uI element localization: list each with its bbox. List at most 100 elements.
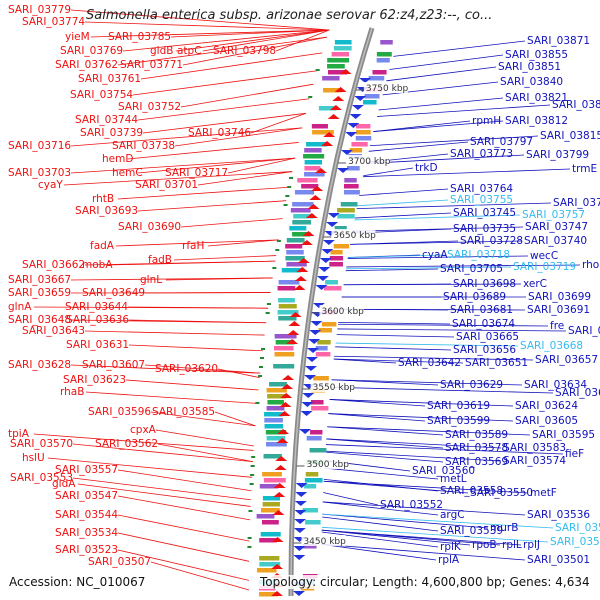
gene-label-left[interactable]: SARI_03754	[70, 89, 133, 101]
gene-label-right[interactable]: trmE	[572, 163, 597, 175]
gene-label-left[interactable]: SARI_03557	[55, 464, 118, 476]
gene-label-right[interactable]: SARI_03539	[440, 525, 503, 537]
gene-label-right[interactable]: SARI_03764	[450, 183, 513, 195]
gene-label-right[interactable]: SARI_03691	[527, 304, 590, 316]
gene-label-left[interactable]: glnL	[140, 274, 162, 286]
gene-label-left[interactable]: hemD	[102, 153, 133, 165]
gene-label-right[interactable]: SARI_03619	[427, 400, 490, 412]
gene-label-right[interactable]: xerC	[523, 278, 547, 290]
gene-label-left[interactable]: SARI_03607	[82, 359, 145, 371]
gene-label-left[interactable]: SARI_03631	[66, 339, 129, 351]
gene-label-right[interactable]: rho	[582, 259, 599, 271]
gene-label-left[interactable]: hemC	[112, 167, 143, 179]
gene-label-right[interactable]: rplL	[502, 539, 522, 551]
gene-label-right[interactable]: SARI_03656	[453, 344, 516, 356]
gene-label-right[interactable]: SARI_03589	[445, 429, 508, 441]
gene-label-right[interactable]: SARI_03757	[522, 209, 585, 221]
gene-label-right[interactable]: fre	[550, 320, 564, 332]
gene-label-right[interactable]: rplJ	[523, 539, 540, 551]
gene-label-left[interactable]: fadA	[90, 240, 115, 252]
gene-label-right[interactable]: SARI_03635	[555, 387, 600, 399]
gene-label-left[interactable]: SARI_03690	[118, 221, 181, 233]
gene-label-right[interactable]: SARI_03681	[450, 304, 513, 316]
gene-label-left[interactable]: SARI_03738	[112, 140, 175, 152]
gene-label-right[interactable]: SARI_03605	[515, 415, 578, 427]
gene-label-right[interactable]: SARI_03812	[505, 115, 568, 127]
gene-label-left[interactable]: SARI_03662	[22, 259, 85, 271]
gene-label-right[interactable]: SARI_03679	[568, 325, 600, 337]
gene-label-right[interactable]: cyaA	[422, 249, 448, 261]
gene-label-right[interactable]: SARI_03574	[503, 455, 566, 467]
gene-label-right[interactable]: SARI_03629	[440, 379, 503, 391]
gene-label-left[interactable]: hslU	[22, 452, 45, 464]
gene-label-right[interactable]: SARI_03767	[553, 197, 600, 209]
gene-label-left[interactable]: SARI_03596	[88, 406, 151, 418]
gene-label-left[interactable]: tpiA	[8, 428, 30, 440]
gene-label-right[interactable]: murB	[490, 522, 518, 534]
gene-label-right[interactable]: SARI_03698	[453, 278, 516, 290]
gene-label-right[interactable]: SARI_03705	[440, 263, 503, 275]
gene-label-right[interactable]: SARI_03699	[528, 291, 591, 303]
gene-label-right[interactable]: SARI_03558	[440, 485, 503, 497]
gene-label-right[interactable]: SARI_03747	[525, 221, 588, 233]
gene-label-left[interactable]: SARI_03716	[8, 140, 71, 152]
gene-label-right[interactable]: SARI_03851	[498, 61, 561, 73]
gene-label-right[interactable]: SARI_03578	[445, 442, 508, 454]
gene-label-right[interactable]: SARI_03834	[552, 99, 600, 111]
gene-label-right[interactable]: SARI_03718	[447, 249, 510, 261]
gene-label-left[interactable]: SARI_03774	[22, 16, 85, 28]
gene-label-right[interactable]: rpoB	[472, 539, 497, 551]
gene-label-right[interactable]: SARI_03840	[500, 76, 563, 88]
gene-label-left[interactable]: SARI_03659	[8, 287, 71, 299]
gene-label-right[interactable]: SARI_03501	[527, 554, 590, 566]
gene-label-right[interactable]: SARI_03799	[526, 149, 589, 161]
gene-label-right[interactable]: SARI_03745	[453, 207, 516, 219]
gene-label-left[interactable]: SARI_03643	[22, 325, 85, 337]
gene-label-right[interactable]: SARI_03529	[550, 536, 600, 548]
gene-label-left[interactable]: yieM	[65, 31, 90, 43]
gene-label-left[interactable]: SARI_03628	[8, 359, 71, 371]
gene-label-right[interactable]: SARI_03624	[515, 400, 578, 412]
gene-label-left[interactable]: SARI_03785	[108, 31, 171, 43]
gene-label-left[interactable]: SARI_03701	[135, 179, 198, 191]
gene-label-left[interactable]: SARI_03769	[60, 45, 123, 57]
gene-label-right[interactable]: argC	[440, 509, 465, 521]
gene-label-right[interactable]: SARI_03668	[520, 340, 583, 352]
gene-label-left[interactable]: SARI_03739	[80, 127, 143, 139]
gene-label-right[interactable]: trkD	[415, 162, 438, 174]
gene-label-right[interactable]: fieF	[565, 448, 584, 460]
gene-label-left[interactable]: rhtB	[92, 193, 114, 205]
gene-label-left[interactable]: SARI_03762	[55, 59, 118, 71]
gene-label-right[interactable]: SARI_03634	[524, 379, 587, 391]
gene-label-left[interactable]: SARI_03771	[120, 59, 183, 71]
gene-label-left[interactable]: SARI_03553	[10, 472, 73, 484]
gene-label-left[interactable]: rhaB	[60, 386, 84, 398]
gene-label-left[interactable]: SARI_03570	[10, 438, 73, 450]
gene-label-left[interactable]: SARI_03562	[95, 438, 158, 450]
gene-label-right[interactable]: SARI_03871	[527, 35, 590, 47]
gene-label-left[interactable]: gldA	[52, 478, 76, 490]
gene-label-right[interactable]: SARI_03689	[443, 291, 506, 303]
gene-label-left[interactable]: rfaH	[182, 240, 204, 252]
gene-label-left[interactable]: SARI_03507	[88, 556, 151, 568]
gene-label-left[interactable]: SARI_03779	[8, 4, 71, 16]
gene-label-left[interactable]: SARI_03644	[65, 301, 128, 313]
gene-label-left[interactable]: SARI_03752	[118, 101, 181, 113]
gene-label-left[interactable]: mobA	[82, 259, 113, 271]
gene-label-right[interactable]: SARI_03569	[445, 456, 508, 468]
gene-label-right[interactable]: SARI_03855	[505, 49, 568, 61]
gene-label-left[interactable]: SARI_03744	[75, 114, 138, 126]
gene-label-right[interactable]: wecC	[530, 250, 558, 262]
gene-label-right[interactable]: SARI_03719	[513, 261, 576, 273]
gene-label-right[interactable]: SARI_03815	[540, 130, 600, 142]
gene-label-left[interactable]: SARI_03703	[8, 167, 71, 179]
gene-label-left[interactable]: SARI_03623	[63, 374, 126, 386]
gene-label-left[interactable]: SARI_03649	[82, 287, 145, 299]
gene-label-right[interactable]: SARI_03550	[470, 487, 533, 499]
gene-label-right[interactable]: SARI_03657	[535, 354, 598, 366]
gene-label-right[interactable]: SARI_03755	[450, 194, 513, 206]
gene-label-right[interactable]: rpmH	[472, 115, 501, 127]
gene-label-left[interactable]: SARI_03534	[55, 527, 118, 539]
gene-label-right[interactable]: rplA	[438, 554, 460, 566]
